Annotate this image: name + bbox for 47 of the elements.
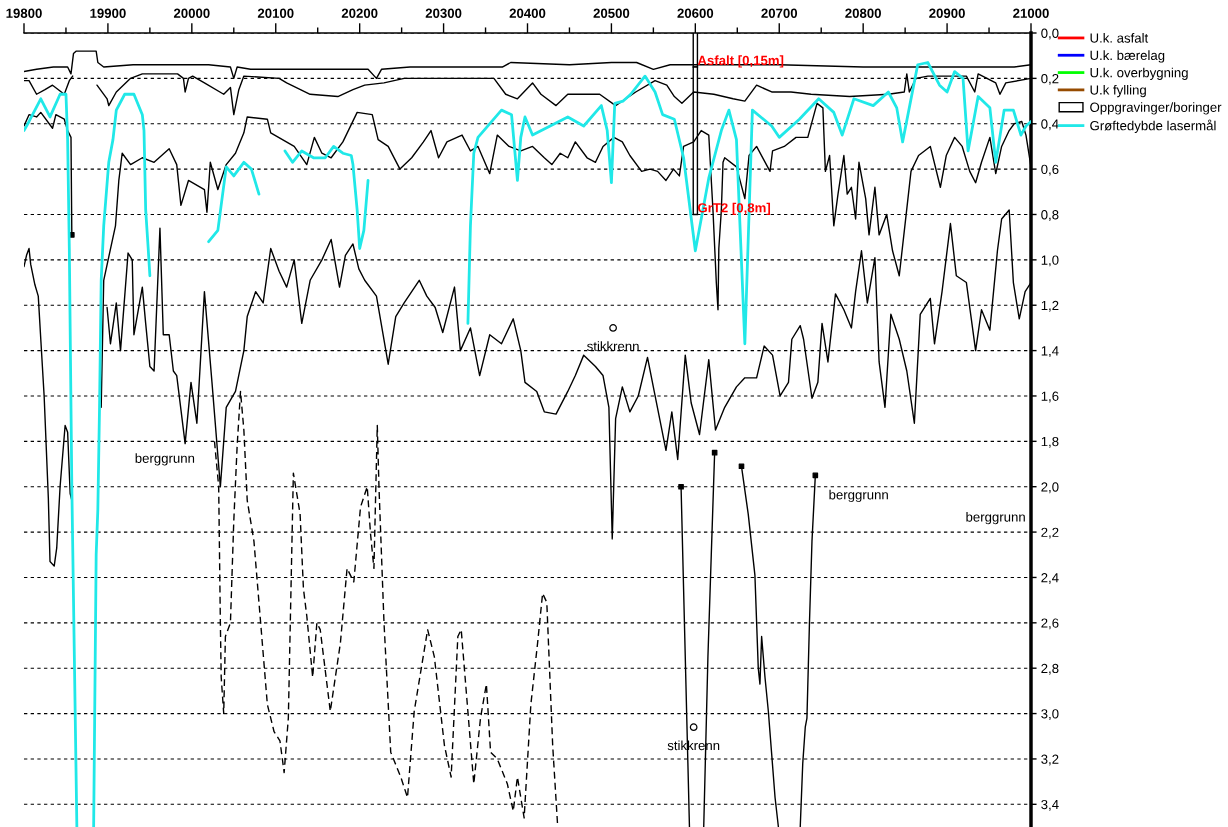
x-tick-label: 21000 (1013, 8, 1049, 18)
x-tick-label: 20300 (425, 8, 462, 18)
annotation: berggrunn (135, 453, 195, 466)
y-tick-label: 0,6 (1041, 164, 1059, 176)
y-tick-label: 1,6 (1041, 391, 1059, 403)
y-tick-label: 1,0 (1041, 255, 1059, 267)
y-tick-label: 0,4 (1041, 119, 1059, 131)
legend-label: U.k. asfalt (1090, 33, 1149, 43)
point (609, 324, 617, 332)
y-tick-label: 0,2 (1041, 73, 1059, 85)
legend-label: Grøftedybde lasermål (1090, 119, 1216, 133)
y-tick-label: 3,4 (1041, 799, 1059, 811)
annotation: berggrunn (966, 511, 1025, 525)
x-tick-label: 20200 (341, 8, 378, 18)
y-tick-label: 2,6 (1041, 618, 1059, 630)
legend-label: U.k. bærelag (1090, 50, 1165, 63)
legend-label: U.k. overbygning (1090, 67, 1188, 80)
x-tick-label: 20400 (509, 8, 546, 18)
x-tick-label: 20000 (173, 8, 210, 18)
y-tick-label: 1,4 (1041, 346, 1059, 358)
point (689, 723, 698, 732)
x-tick-label: 20600 (677, 8, 714, 18)
y-tick-label: 1,2 (1041, 300, 1059, 312)
x-tick-label: 20500 (593, 8, 630, 18)
x-tick-label: 20800 (845, 8, 881, 18)
x-tick-label: 20100 (257, 8, 294, 18)
y-tick-label: 2,8 (1041, 663, 1059, 675)
point (711, 449, 718, 456)
y-tick-label: 1,8 (1041, 436, 1059, 448)
y-tick-label: 3,0 (1041, 709, 1059, 721)
y-tick-label: 0,8 (1041, 210, 1059, 221)
annotation: stikkrenn (587, 341, 639, 351)
legend-label: Oppgravinger/boringer (1090, 102, 1222, 115)
x-tick-label: 19900 (90, 8, 126, 18)
point (738, 463, 745, 470)
point (69, 232, 75, 238)
point (678, 483, 684, 490)
x-tick-label: 19800 (6, 8, 42, 18)
x-tick-label: 20900 (929, 8, 965, 18)
x-tick-label: 20700 (761, 8, 798, 18)
legend-label: U.k fylling (1090, 84, 1146, 98)
y-tick-label: 2,4 (1041, 573, 1059, 584)
y-tick-label: 2,2 (1041, 527, 1059, 539)
y-tick-label: 0,0 (1041, 28, 1059, 40)
y-tick-label: 2,0 (1041, 482, 1059, 494)
annotation: berggrunn (829, 489, 888, 503)
y-tick-label: 3,2 (1041, 754, 1059, 766)
